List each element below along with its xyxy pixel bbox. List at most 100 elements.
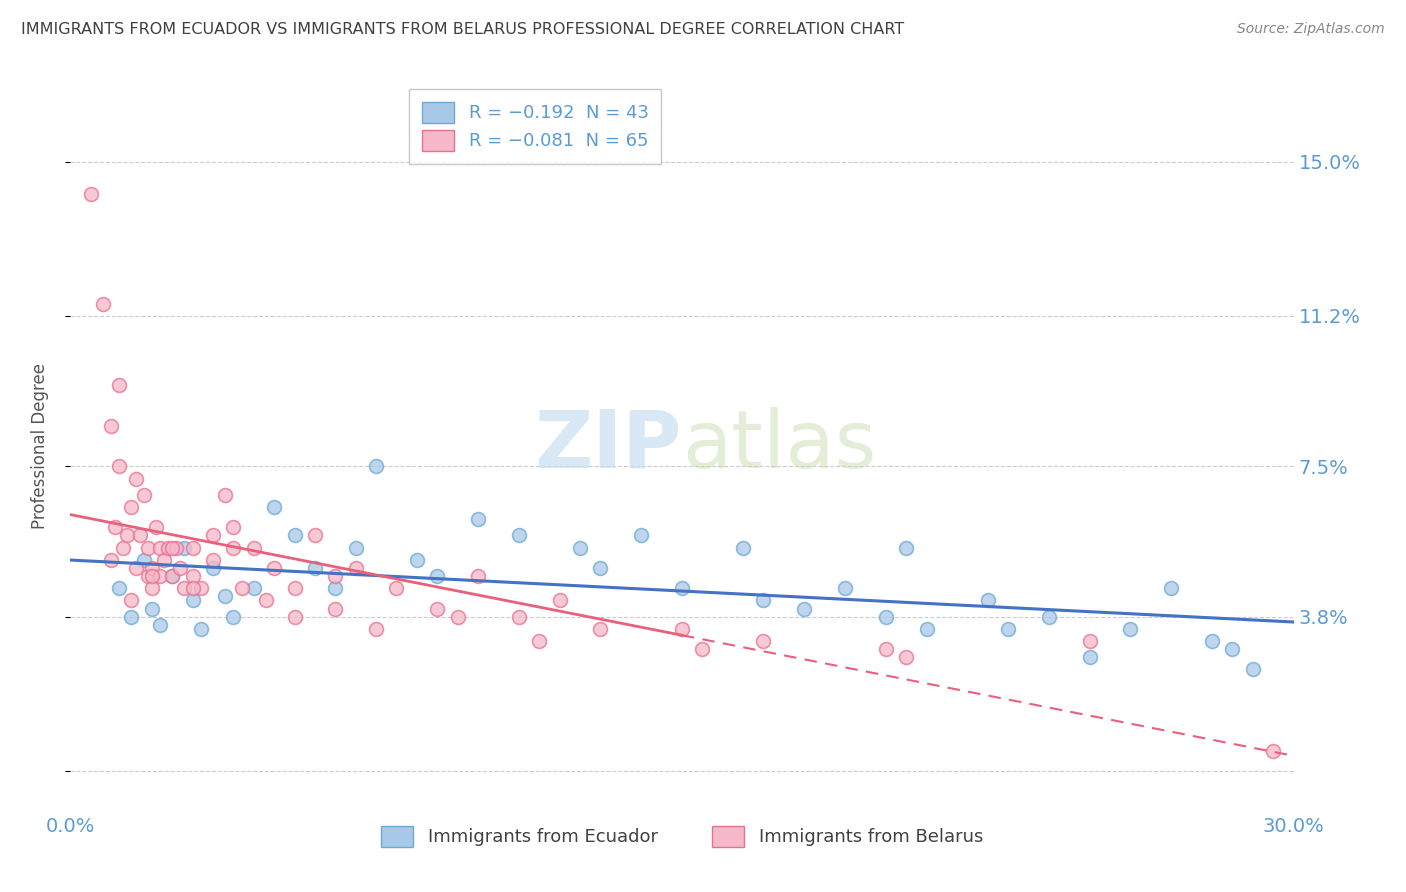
Point: [284, 528, 307, 542]
Point: [141, 581, 163, 595]
Point: [153, 553, 176, 567]
Point: [91, 297, 114, 311]
Point: [508, 528, 530, 542]
Point: [108, 378, 131, 392]
Point: [157, 541, 180, 555]
Text: IMMIGRANTS FROM ECUADOR VS IMMIGRANTS FROM BELARUS PROFESSIONAL DEGREE CORRELATI: IMMIGRANTS FROM ECUADOR VS IMMIGRANTS FR…: [21, 22, 904, 37]
Point: [112, 541, 135, 555]
Point: [447, 609, 470, 624]
Point: [202, 553, 225, 567]
Text: atlas: atlas: [682, 407, 876, 485]
Point: [231, 581, 253, 595]
Point: [366, 622, 388, 636]
Point: [132, 553, 155, 567]
Point: [100, 553, 122, 567]
Point: [692, 642, 714, 657]
Point: [190, 581, 212, 595]
Point: [426, 569, 449, 583]
Point: [467, 569, 489, 583]
Point: [323, 581, 347, 595]
Point: [108, 459, 131, 474]
Point: [121, 593, 143, 607]
Point: [136, 569, 159, 583]
Point: [568, 541, 592, 555]
Point: [671, 581, 693, 595]
Point: [1078, 634, 1101, 648]
Point: [222, 609, 245, 624]
Point: [202, 528, 225, 542]
Point: [529, 634, 551, 648]
Point: [202, 561, 225, 575]
Point: [997, 622, 1019, 636]
Text: Source: ZipAtlas.com: Source: ZipAtlas.com: [1237, 22, 1385, 37]
Point: [385, 581, 408, 595]
Point: [894, 650, 917, 665]
Point: [222, 520, 245, 534]
Point: [1160, 581, 1182, 595]
Point: [124, 561, 146, 575]
Point: [141, 601, 163, 615]
Point: [508, 609, 530, 624]
Point: [190, 622, 212, 636]
Point: [222, 541, 245, 555]
Point: [752, 593, 775, 607]
Point: [731, 541, 754, 555]
Point: [1078, 650, 1101, 665]
Point: [181, 593, 204, 607]
Point: [630, 528, 652, 542]
Point: [243, 581, 266, 595]
Point: [589, 622, 612, 636]
Point: [1038, 609, 1060, 624]
Point: [145, 520, 167, 534]
Point: [128, 528, 150, 542]
Point: [254, 593, 277, 607]
Point: [162, 569, 183, 583]
Point: [214, 488, 236, 502]
Point: [426, 601, 449, 615]
Point: [344, 561, 367, 575]
Point: [121, 500, 143, 514]
Point: [1241, 663, 1264, 677]
Point: [467, 512, 489, 526]
Point: [284, 609, 307, 624]
Point: [752, 634, 775, 648]
Point: [214, 590, 236, 604]
Point: [104, 520, 127, 534]
Point: [323, 569, 347, 583]
Point: [181, 541, 204, 555]
Point: [162, 569, 183, 583]
Point: [589, 561, 612, 575]
Point: [304, 561, 326, 575]
Point: [366, 459, 388, 474]
Point: [149, 569, 172, 583]
Point: [79, 187, 103, 202]
Point: [263, 561, 285, 575]
Point: [124, 471, 146, 485]
Y-axis label: Professional Degree: Professional Degree: [31, 363, 49, 529]
Point: [165, 541, 187, 555]
Point: [149, 541, 172, 555]
Legend: Immigrants from Ecuador, Immigrants from Belarus: Immigrants from Ecuador, Immigrants from…: [374, 819, 990, 854]
Point: [915, 622, 938, 636]
Point: [976, 593, 998, 607]
Point: [875, 609, 897, 624]
Point: [141, 569, 163, 583]
Point: [117, 528, 139, 542]
Point: [181, 581, 204, 595]
Point: [548, 593, 571, 607]
Point: [173, 581, 195, 595]
Point: [1263, 744, 1285, 758]
Point: [132, 488, 155, 502]
Point: [1201, 634, 1223, 648]
Point: [100, 418, 122, 433]
Point: [263, 500, 285, 514]
Point: [181, 569, 204, 583]
Point: [406, 553, 429, 567]
Point: [1119, 622, 1142, 636]
Point: [1220, 642, 1243, 657]
Point: [323, 601, 347, 615]
Point: [136, 541, 159, 555]
Point: [344, 541, 367, 555]
Point: [304, 528, 326, 542]
Text: ZIP: ZIP: [534, 407, 682, 485]
